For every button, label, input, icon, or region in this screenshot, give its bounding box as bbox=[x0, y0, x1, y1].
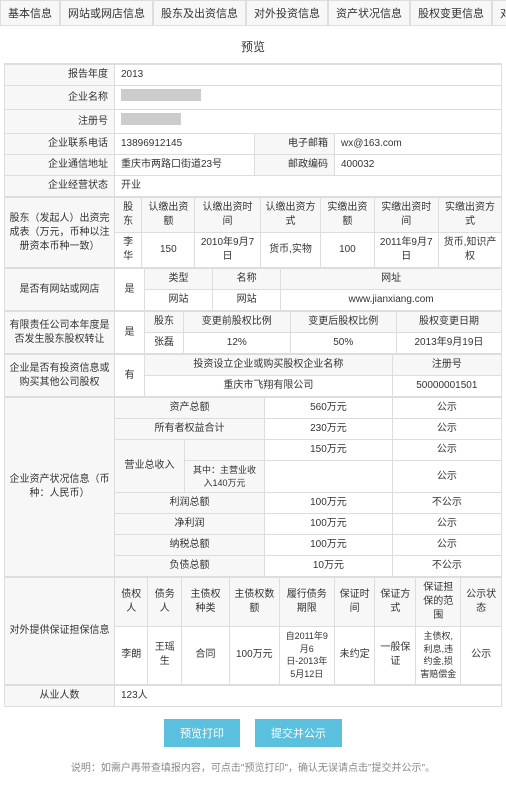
tab-6[interactable]: 对外担保信息 bbox=[492, 0, 506, 25]
emp-table: 从业人数123人 bbox=[4, 685, 502, 707]
site-table: 是否有网站或网店是 类型名称网址 网站网站www.jianxiang.com bbox=[4, 268, 502, 311]
tab-3[interactable]: 对外投资信息 bbox=[246, 0, 328, 25]
asset-table: 企业资产状况信息（币种：人民币） 资产总额560万元公示 所有者权益合计230万… bbox=[4, 397, 502, 577]
post-val: 400032 bbox=[335, 155, 502, 176]
addr-label: 企业通信地址 bbox=[5, 155, 115, 176]
invest-table: 股东（发起人）出资完成表（万元，币种以注册资本币种一致） 股东认缴出资额认缴出资… bbox=[4, 197, 502, 268]
post-label: 邮政编码 bbox=[255, 155, 335, 176]
emp-label: 从业人数 bbox=[5, 685, 115, 706]
status-val: 开业 bbox=[115, 176, 502, 197]
invest-label: 股东（发起人）出资完成表（万元，币种以注册资本币种一致） bbox=[5, 198, 115, 268]
outinvest-label: 企业是否有投资信息或购买其他公司股权 bbox=[5, 355, 115, 397]
submit-publish-button[interactable]: 提交并公示 bbox=[255, 719, 342, 747]
tab-1[interactable]: 网站或网店信息 bbox=[60, 0, 153, 25]
note-text: 说明：如需户再带查填报内容，可点击"预览打印"，确认无误请点击"提交并公示"。 bbox=[4, 759, 502, 782]
regno-val bbox=[115, 110, 502, 134]
status-label: 企业经营状态 bbox=[5, 176, 115, 197]
tab-4[interactable]: 资产状况信息 bbox=[328, 0, 410, 25]
tabs: 基本信息网站或网店信息股东及出资信息对外投资信息资产状况信息股权变更信息对外担保… bbox=[0, 0, 506, 26]
guarantee-table: 对外提供保证担保信息 债权人债务人主债权种类主债权数额履行债务期限保证时间保证方… bbox=[4, 577, 502, 684]
phone-val: 13896912145 bbox=[115, 134, 255, 155]
tab-5[interactable]: 股权变更信息 bbox=[410, 0, 492, 25]
page-title: 预览 bbox=[4, 30, 502, 64]
tab-0[interactable]: 基本信息 bbox=[0, 0, 60, 25]
year-val: 2013 bbox=[115, 65, 502, 86]
year-label: 报告年度 bbox=[5, 65, 115, 86]
emp-val: 123人 bbox=[115, 685, 502, 706]
preview-print-button[interactable]: 预览打印 bbox=[164, 719, 240, 747]
name-label: 企业名称 bbox=[5, 86, 115, 110]
outinvest-table: 企业是否有投资信息或购买其他公司股权有 投资设立企业或购买股权企业名称注册号 重… bbox=[4, 354, 502, 397]
addr-val: 重庆市两路口街道23号 bbox=[115, 155, 255, 176]
phone-label: 企业联系电话 bbox=[5, 134, 115, 155]
regno-label: 注册号 bbox=[5, 110, 115, 134]
email-val: wx@163.com bbox=[335, 134, 502, 155]
asset-label: 企业资产状况信息（币种：人民币） bbox=[5, 398, 115, 577]
transfer-table: 有限责任公司本年度是否发生股东股权转让是 股东变更前股权比例变更后股权比例股权变… bbox=[4, 311, 502, 354]
name-val bbox=[115, 86, 502, 110]
site-label: 是否有网站或网店 bbox=[5, 269, 115, 311]
guarantee-label: 对外提供保证担保信息 bbox=[5, 578, 115, 684]
tab-2[interactable]: 股东及出资信息 bbox=[153, 0, 246, 25]
basic-info-table: 报告年度2013 企业名称 注册号 企业联系电话13896912145电子邮箱w… bbox=[4, 64, 502, 197]
email-label: 电子邮箱 bbox=[255, 134, 335, 155]
transfer-label: 有限责任公司本年度是否发生股东股权转让 bbox=[5, 312, 115, 354]
